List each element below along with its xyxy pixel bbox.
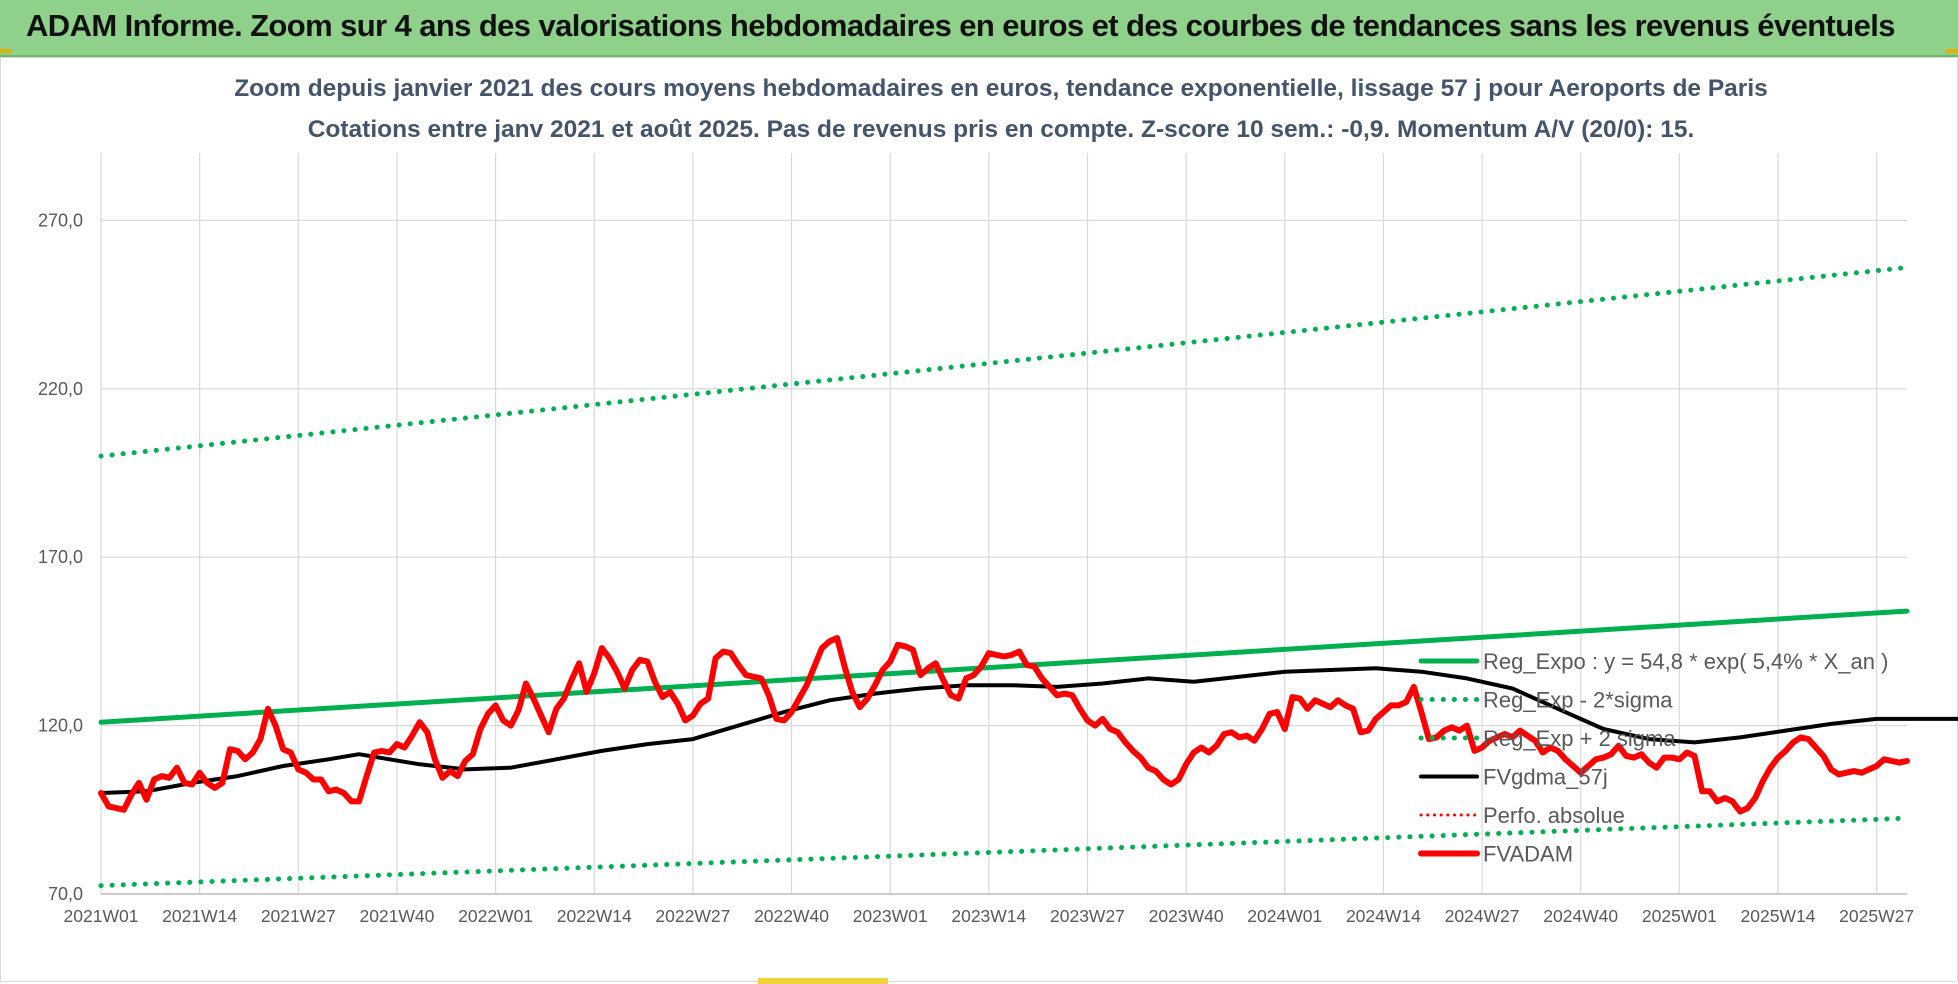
corner-marker [0, 49, 12, 53]
x-tick-label: 2025W27 [1839, 906, 1914, 926]
x-tick-label: 2021W14 [162, 906, 237, 926]
x-tick-label: 2021W27 [261, 906, 336, 926]
y-tick-label: 220,0 [38, 379, 83, 399]
legend-label: Reg_Exp - 2*sigma [1483, 688, 1673, 713]
legend-label: Perfo. absolue [1483, 803, 1625, 828]
legend-label: FVgdma_57j [1483, 765, 1608, 790]
x-tick-label: 2024W14 [1346, 906, 1421, 926]
report-banner: ADAM Informe. Zoom sur 4 ans des valoris… [0, 0, 1958, 57]
x-tick-label: 2023W14 [951, 906, 1026, 926]
x-tick-label: 2021W40 [359, 906, 434, 926]
grid [100, 153, 1907, 895]
x-tick-label: 2024W27 [1445, 906, 1520, 926]
line-chart: Zoom depuis janvier 2021 des cours moyen… [38, 75, 1958, 926]
x-tick-label: 2025W14 [1741, 906, 1816, 926]
x-tick-label: 2024W40 [1543, 906, 1618, 926]
x-tick-label: 2025W01 [1642, 906, 1717, 926]
y-tick-label: 270,0 [38, 210, 83, 230]
legend: Reg_Expo : y = 54,8 * exp( 5,4% * X_an )… [1418, 649, 1888, 867]
axis-ticks: 70,0 120,0 170,0 220,0 270,0 2021W01 2021W14 20… [38, 210, 1914, 926]
x-tick-label: 2021W01 [64, 906, 139, 926]
series-line-2 [98, 265, 1910, 459]
x-tick-label: 2023W01 [853, 906, 928, 926]
chart-title-line-2: Cotations entre janv 2021 et août 2025. … [308, 116, 1695, 143]
x-tick-label: 2022W27 [655, 906, 730, 926]
y-tick-label: 170,0 [38, 547, 83, 567]
x-tick-label: 2023W40 [1149, 906, 1224, 926]
series [98, 265, 1958, 889]
x-tick-label: 2023W27 [1050, 906, 1125, 926]
banner-title: ADAM Informe. Zoom sur 4 ans des valoris… [26, 8, 1896, 43]
series-line-1 [98, 815, 1910, 889]
series-line-3 [99, 666, 1958, 795]
x-tick-label: 2022W40 [754, 906, 829, 926]
corner-marker [1946, 49, 1958, 53]
legend-label: Reg_Expo : y = 54,8 * exp( 5,4% * X_an ) [1483, 649, 1888, 674]
chart-area: Zoom depuis janvier 2021 des cours moyen… [0, 57, 1958, 982]
x-tick-label: 2022W14 [557, 906, 632, 926]
x-tick-label: 2022W01 [458, 906, 533, 926]
series-line-5 [98, 635, 1910, 815]
y-tick-label: 70,0 [48, 884, 83, 904]
series-line-0 [98, 608, 1910, 725]
y-tick-label: 120,0 [38, 716, 83, 736]
legend-label: Reg_Exp + 2 sigma [1483, 726, 1676, 751]
chart-title-line-1: Zoom depuis janvier 2021 des cours moyen… [234, 75, 1768, 102]
x-tick-label: 2024W01 [1247, 906, 1322, 926]
bottom-marker [758, 978, 888, 984]
legend-label: FVADAM [1483, 842, 1573, 867]
